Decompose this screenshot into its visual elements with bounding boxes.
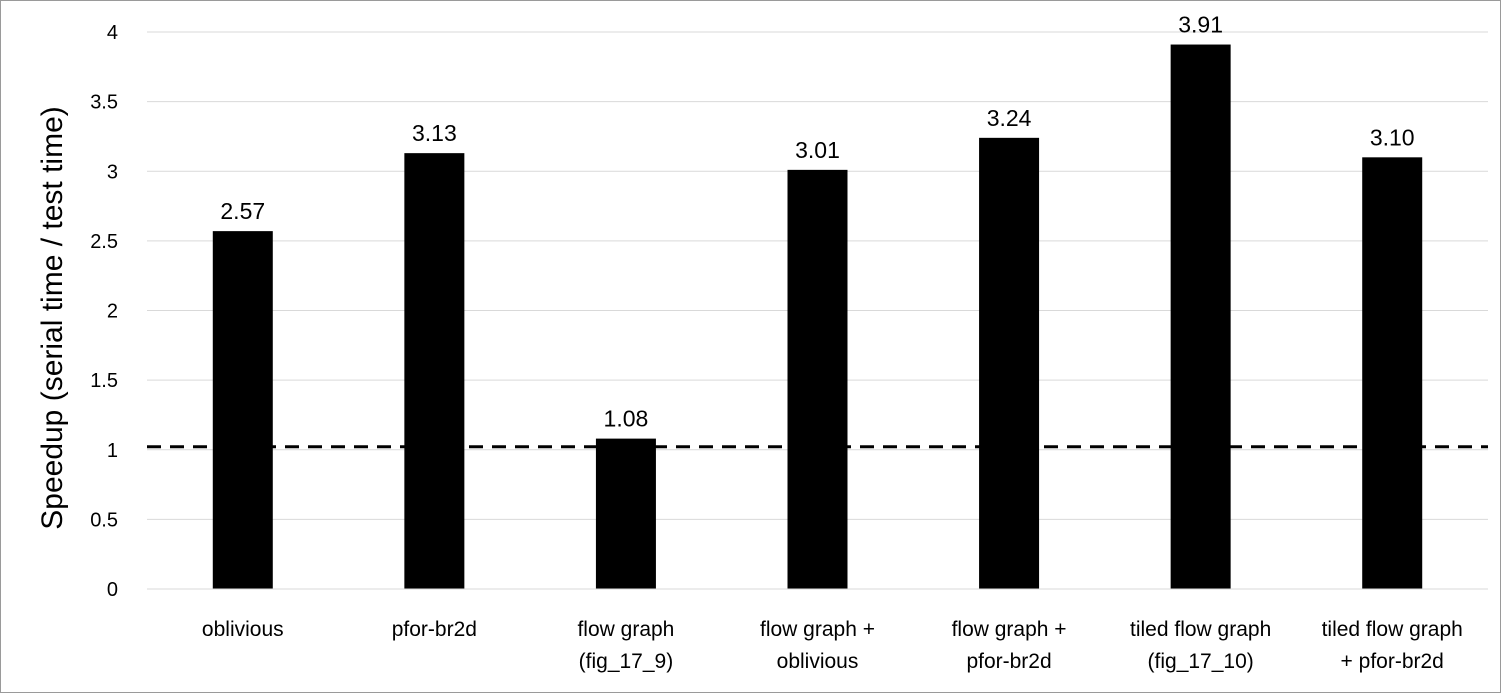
data-label: 2.57: [220, 198, 265, 224]
bar: [212, 231, 273, 589]
y-tick-label: 0: [107, 579, 118, 601]
data-label: 3.10: [1370, 124, 1415, 150]
category-label: pfor-br2d: [392, 618, 477, 641]
y-tick-label: 1.5: [90, 370, 118, 392]
data-labels: 2.57 3.13 1.08 3.01 3.24 3.91 3.10: [220, 12, 1414, 432]
category-label: oblivious: [202, 618, 284, 641]
category-label: tiled flow graph: [1130, 618, 1271, 641]
bar: [1362, 157, 1423, 589]
category-label: flow graph +: [952, 618, 1067, 641]
category-label: flow graph +: [760, 618, 875, 641]
data-label: 3.24: [987, 105, 1032, 131]
category-label: + pfor-br2d: [1341, 650, 1444, 673]
bar: [979, 137, 1040, 589]
category-label: (fig_17_9): [579, 650, 674, 673]
y-tick-label: 2: [107, 301, 118, 323]
category-labels: oblivious pfor-br2d flow graph (fig_17_9) fl…: [202, 618, 1463, 673]
y-tick-label: 4: [107, 22, 118, 44]
category-label: oblivious: [777, 650, 859, 673]
y-tick-label: 3: [107, 161, 118, 183]
y-tick-labels: 0 0.5 1 1.5 2 2.5 3 3.5 4: [90, 22, 118, 601]
bar: [595, 438, 656, 589]
category-label: tiled flow graph: [1322, 618, 1463, 641]
data-label: 3.01: [795, 137, 840, 163]
y-axis-label: Speedup (serial time / test time): [36, 106, 69, 530]
category-label: pfor-br2d: [966, 650, 1051, 673]
y-tick-label: 2.5: [90, 231, 118, 253]
y-tick-label: 1: [107, 440, 118, 462]
bar: [404, 153, 465, 589]
category-label: flow graph: [577, 618, 674, 641]
category-label: (fig_17_10): [1148, 650, 1254, 673]
data-label: 1.08: [604, 406, 649, 432]
y-tick-label: 3.5: [90, 92, 118, 114]
bar: [787, 169, 848, 590]
data-label: 3.13: [412, 120, 457, 146]
bar: [1170, 44, 1231, 590]
bars: [212, 44, 1423, 590]
y-tick-label: 0.5: [90, 509, 118, 531]
data-label: 3.91: [1178, 12, 1223, 38]
